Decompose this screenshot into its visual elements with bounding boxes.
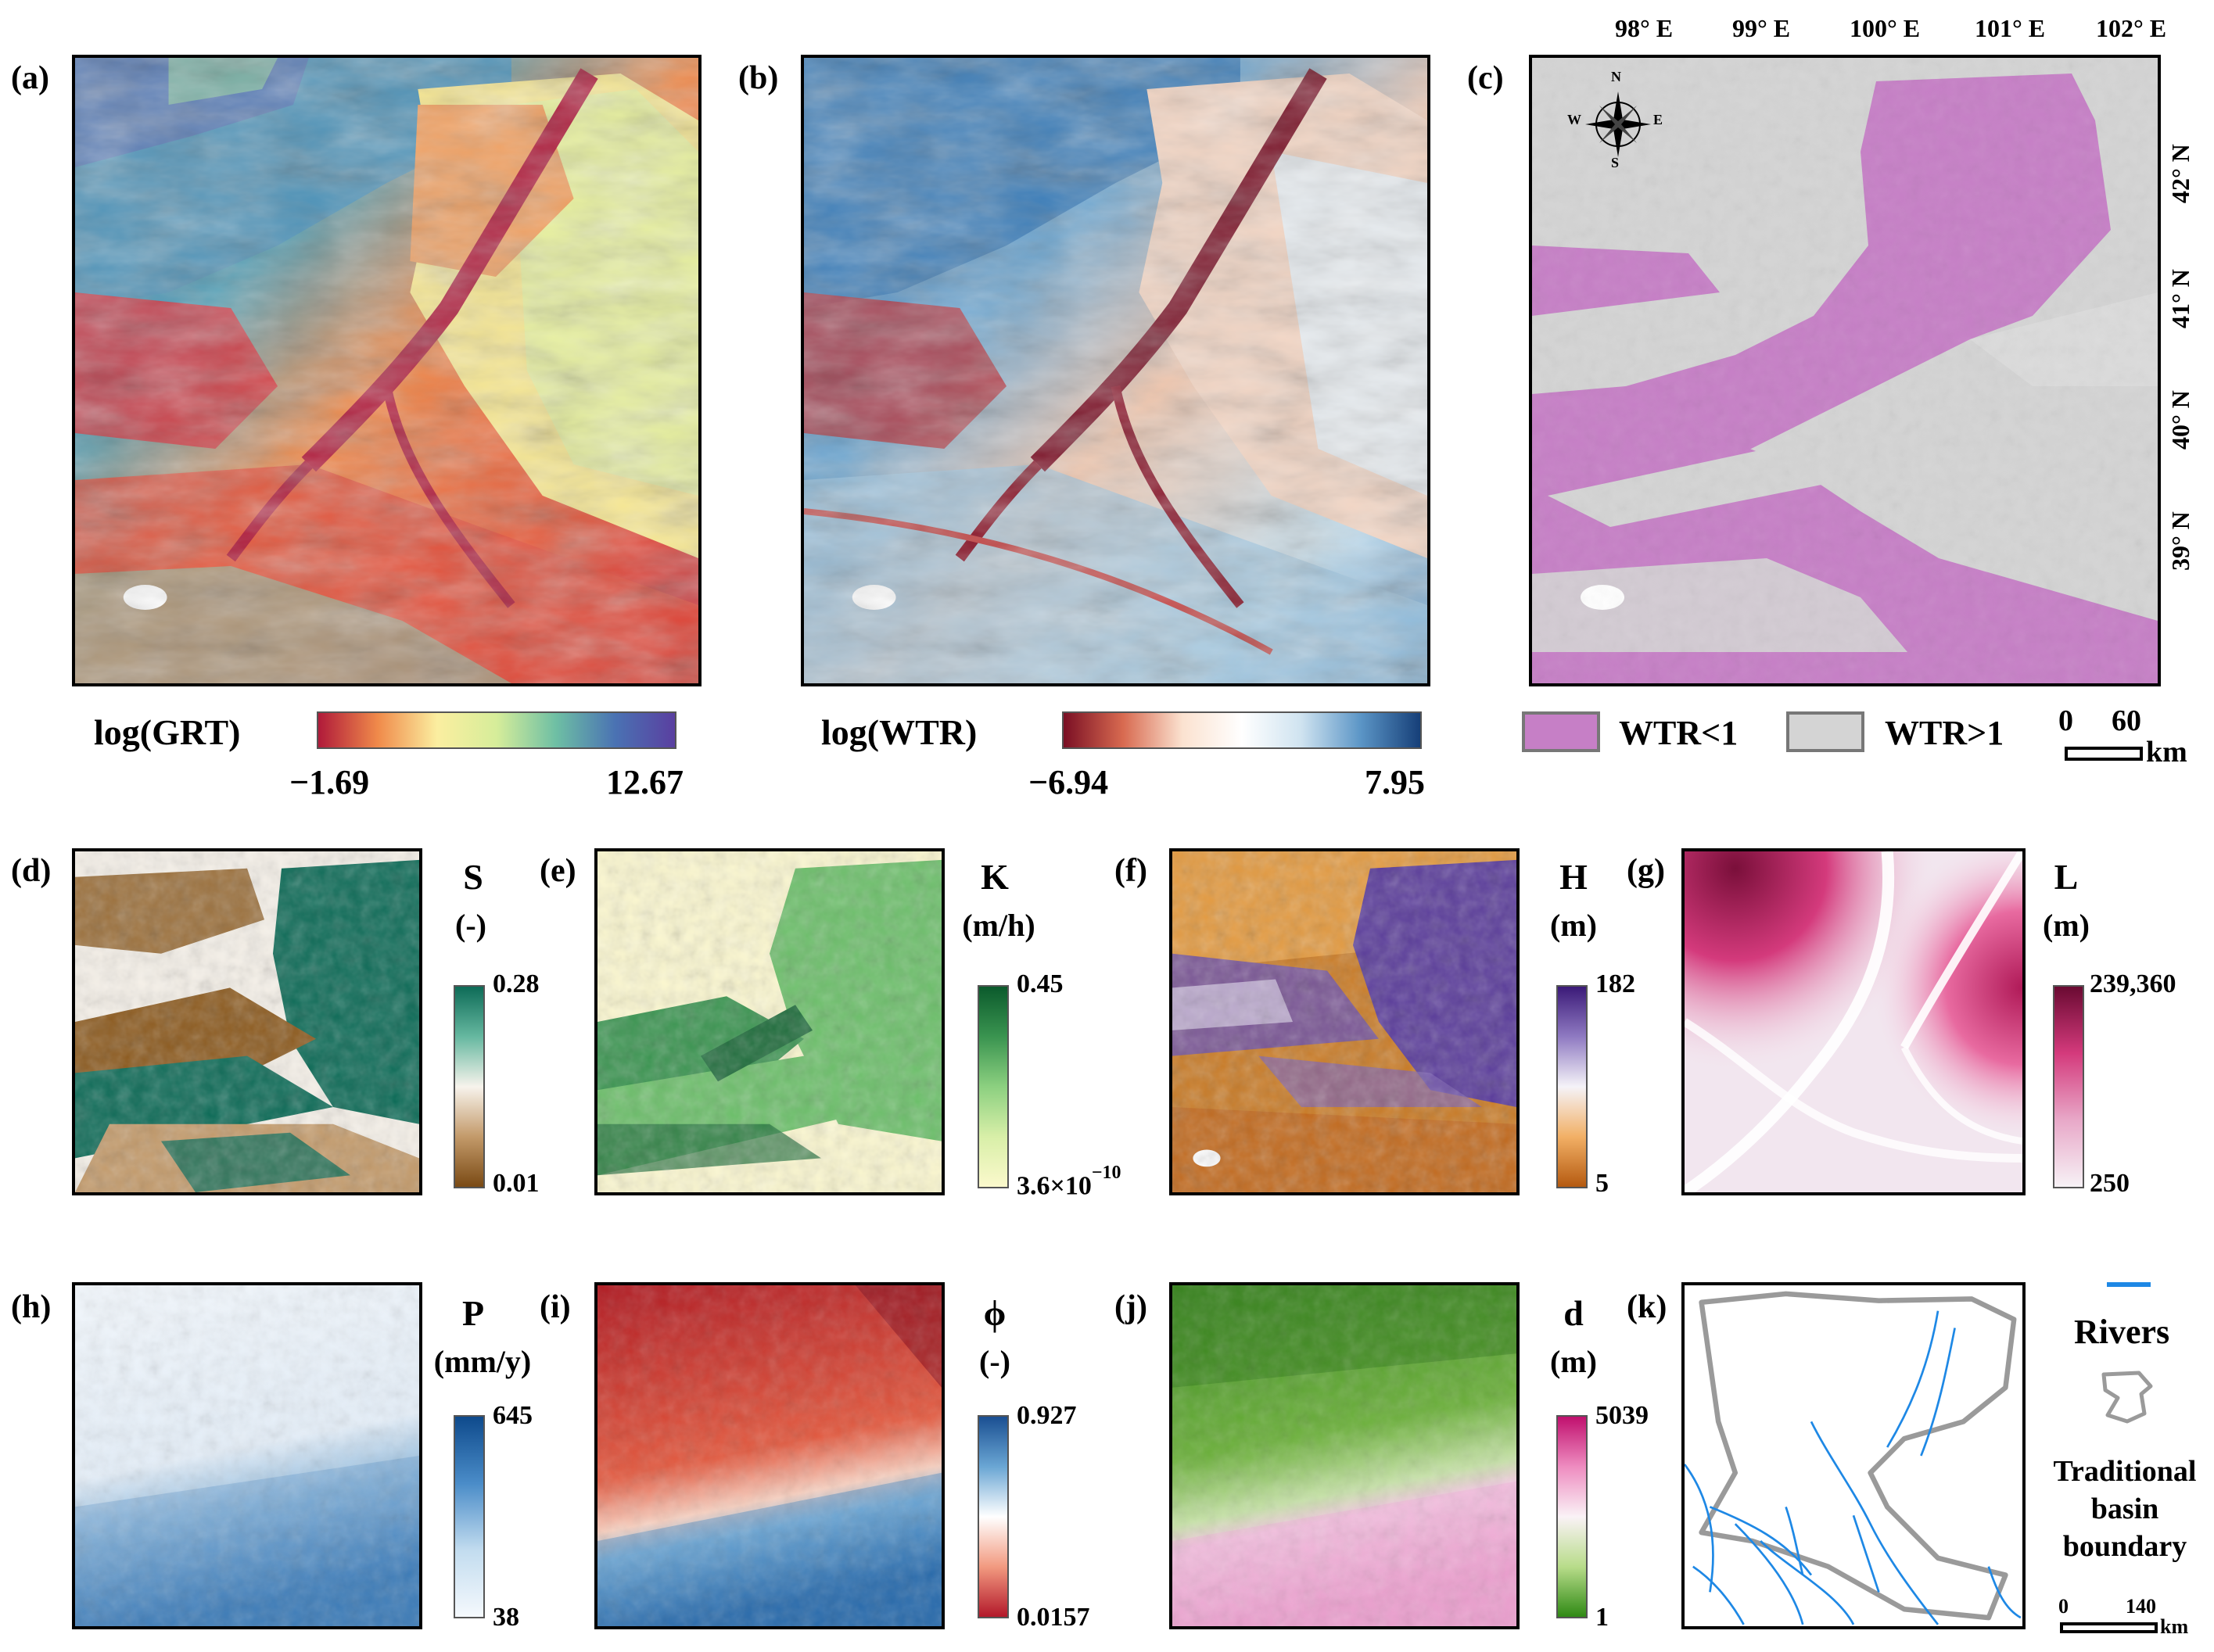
scale-k-unit: km [2160, 1615, 2189, 1638]
scale-bar-c [2065, 747, 2143, 761]
panel-h-label: (h) [11, 1289, 52, 1325]
h-map [1169, 848, 1520, 1195]
l-min: 250 [2090, 1169, 2130, 1198]
lat-tick-42: 42° N [2166, 144, 2194, 203]
p-map [72, 1282, 422, 1629]
scale-k-zero: 0 [2058, 1595, 2069, 1618]
s-colorbar [454, 985, 485, 1188]
l-unit: (m) [2043, 908, 2090, 943]
boundary-legend-line-3: boundary [2062, 1530, 2187, 1563]
h-max: 182 [1595, 969, 1635, 998]
scale-c-value: 60 [2112, 704, 2141, 737]
lon-tick-99: 99° E [1732, 14, 1791, 42]
boundary-legend-icon [2101, 1371, 2153, 1424]
scale-k-value: 140 [2126, 1595, 2156, 1618]
l-map [1681, 848, 2026, 1195]
phi-max: 0.927 [1017, 1401, 1077, 1430]
rivers-legend-label: Rivers [2074, 1313, 2170, 1351]
d-colorbar [1556, 1415, 1588, 1618]
north-arrow-icon [1585, 91, 1651, 157]
rivers-map [1681, 1282, 2026, 1629]
d-max: 5039 [1595, 1401, 1649, 1430]
panel-k-label: (k) [1627, 1289, 1667, 1325]
phi-title: ϕ [983, 1293, 1007, 1333]
panel-c-label: (c) [1467, 60, 1504, 96]
p-max: 645 [493, 1401, 533, 1430]
p-unit: (mm/y) [433, 1344, 532, 1379]
panel-j-label: (j) [1114, 1289, 1147, 1325]
grt-colorbar-title: log(GRT) [94, 712, 241, 752]
phi-map [594, 1282, 945, 1629]
s-unit: (-) [455, 908, 486, 943]
compass-n: N [1611, 69, 1621, 84]
l-colorbar [2053, 985, 2084, 1188]
lat-tick-39: 39° N [2166, 511, 2194, 571]
river-legend-line [2107, 1282, 2151, 1287]
legend-swatch-wtr-less [1522, 711, 1600, 752]
compass-w: W [1567, 112, 1581, 127]
scale-bar-k [2060, 1622, 2158, 1633]
p-colorbar [454, 1415, 485, 1618]
legend-label-wtr-more: WTR>1 [1885, 714, 2004, 752]
wtr-min: −6.94 [1028, 763, 1109, 801]
p-title: P [461, 1293, 485, 1333]
s-map [72, 848, 422, 1195]
wtr-class-map [1529, 55, 2161, 686]
lat-tick-40: 40° N [2166, 390, 2194, 450]
lon-tick-100: 100° E [1850, 14, 1921, 42]
k-map [594, 848, 945, 1195]
compass-s: S [1611, 155, 1620, 170]
wtr-colorbar-title: log(WTR) [821, 712, 978, 752]
lon-tick-98: 98° E [1615, 14, 1674, 42]
h-min: 5 [1595, 1169, 1609, 1198]
wtr-colorbar [1062, 711, 1422, 749]
s-min: 0.01 [493, 1169, 540, 1198]
d-title: d [1563, 1293, 1584, 1333]
phi-unit: (-) [979, 1344, 1010, 1379]
boundary-legend-line-1: Traditional [2053, 1455, 2197, 1488]
boundary-legend-line-2: basin [2090, 1493, 2159, 1525]
d-unit: (m) [1550, 1344, 1597, 1379]
wtr-map [801, 55, 1430, 686]
panel-a-label: (a) [11, 60, 49, 96]
k-unit: (m/h) [962, 908, 1035, 943]
h-unit: (m) [1550, 908, 1597, 943]
l-max: 239,360 [2090, 969, 2176, 998]
grt-map [72, 55, 702, 686]
grt-max: 12.67 [606, 763, 684, 801]
k-title: K [981, 857, 1009, 897]
lon-tick-102: 102° E [2096, 14, 2167, 42]
k-min: 3.6×10−10 [1017, 1163, 1121, 1201]
scale-c-zero: 0 [2058, 704, 2073, 737]
wtr-max: 7.95 [1365, 763, 1425, 801]
h-colorbar [1556, 985, 1588, 1188]
panel-b-label: (b) [738, 60, 779, 96]
scale-c-unit: km [2146, 736, 2187, 769]
panel-f-label: (f) [1114, 853, 1147, 889]
p-min: 38 [493, 1603, 519, 1632]
l-title: L [2054, 857, 2079, 897]
panel-g-label: (g) [1627, 853, 1665, 889]
panel-d-label: (d) [11, 853, 52, 889]
d-map [1169, 1282, 1520, 1629]
legend-label-wtr-less: WTR<1 [1619, 714, 1739, 752]
grt-colorbar [317, 711, 676, 749]
phi-colorbar [978, 1415, 1009, 1618]
compass-e: E [1653, 112, 1663, 127]
k-max: 0.45 [1017, 969, 1064, 998]
k-colorbar [978, 985, 1009, 1188]
legend-swatch-wtr-more [1786, 711, 1864, 752]
lon-tick-101: 101° E [1975, 14, 2046, 42]
d-min: 1 [1595, 1603, 1609, 1632]
phi-min: 0.0157 [1017, 1603, 1090, 1632]
grt-min: −1.69 [289, 763, 370, 801]
lat-tick-41: 41° N [2166, 269, 2194, 328]
panel-i-label: (i) [540, 1289, 571, 1325]
h-title: H [1559, 857, 1588, 897]
s-max: 0.28 [493, 969, 540, 998]
panel-e-label: (e) [540, 853, 576, 889]
s-title: S [463, 857, 483, 897]
